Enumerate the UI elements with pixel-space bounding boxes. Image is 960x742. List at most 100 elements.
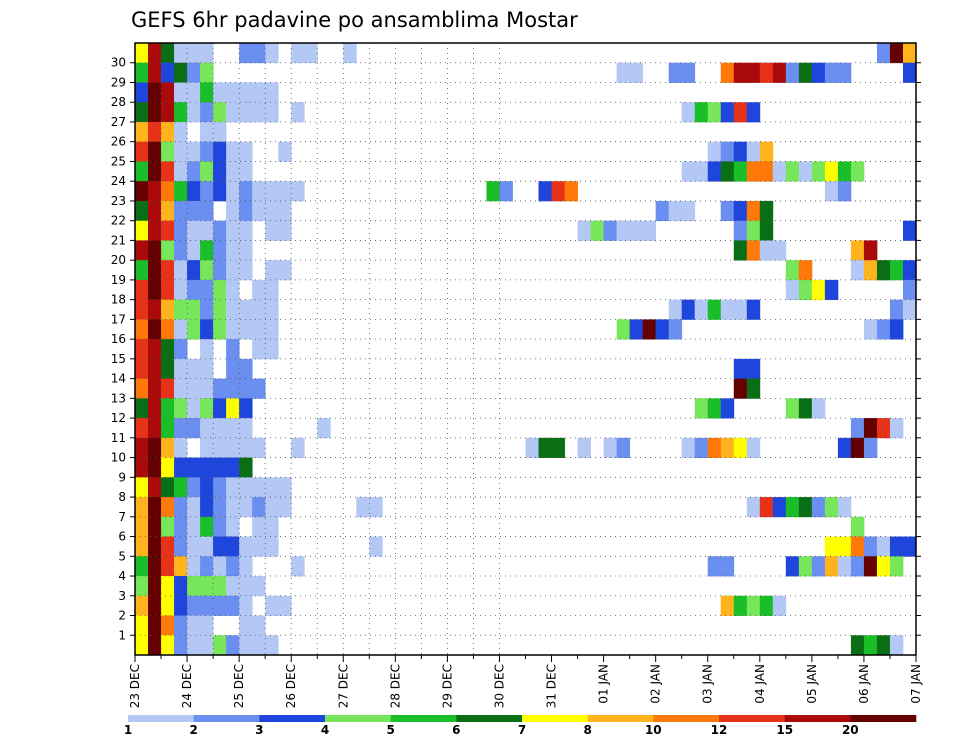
heatmap-cell [161, 102, 175, 123]
x-tick-label: 27 DEC [336, 664, 350, 708]
heatmap-cell [135, 437, 149, 458]
heatmap-cell [135, 220, 149, 241]
heatmap-cell [148, 181, 162, 202]
y-tick-label: 30 [111, 56, 126, 70]
heatmap-cell [161, 339, 175, 360]
heatmap-cell [707, 299, 722, 320]
heatmap-cell [226, 339, 240, 360]
heatmap-cell [291, 43, 305, 64]
heatmap-cell [278, 260, 292, 281]
heatmap-cell [265, 536, 279, 557]
x-tick-label: 31 DEC [545, 664, 559, 708]
heatmap-cell [655, 200, 670, 222]
heatmap-cell [135, 516, 149, 537]
heatmap-cell [785, 279, 800, 301]
y-axis: 1234567891011121314151617181920212223242… [111, 56, 921, 642]
heatmap-cell [239, 161, 253, 182]
heatmap-cell [239, 181, 253, 202]
heatmap-cell [499, 181, 513, 202]
heatmap-cell [148, 595, 162, 616]
heatmap-cell [226, 516, 240, 537]
heatmap-cell [278, 220, 292, 241]
heatmap-cell [187, 299, 201, 320]
heatmap-cell [174, 181, 188, 202]
heatmap-cell [551, 181, 565, 202]
heatmap-cell [655, 319, 670, 340]
heatmap-cell [863, 418, 878, 439]
heatmap-cell [252, 102, 266, 123]
heatmap-cell [603, 437, 618, 458]
heatmap-cell [746, 220, 761, 241]
heatmap-cell [278, 497, 292, 518]
heatmap-cell [161, 635, 175, 656]
heatmap-cell [291, 437, 305, 458]
heatmap-cell [694, 437, 709, 458]
heatmap-cell [161, 161, 175, 182]
heatmap-cell [174, 556, 188, 577]
heatmap-cell [200, 437, 214, 458]
heatmap-cell [161, 457, 175, 478]
heatmap-cell [759, 161, 774, 182]
heatmap-cell [876, 260, 891, 281]
heatmap-cell [200, 121, 214, 143]
heatmap-cell [213, 161, 227, 182]
heatmap-cell [226, 82, 240, 103]
heatmap-cell [187, 635, 201, 656]
heatmap-cell [226, 102, 240, 123]
colorbar-swatch [522, 715, 588, 722]
heatmap-cell [681, 161, 696, 182]
heatmap-cell [720, 595, 735, 616]
heatmap-cell [161, 62, 175, 83]
heatmap-cell [850, 161, 865, 182]
heatmap-cell [746, 595, 761, 616]
heatmap-cell [148, 62, 162, 83]
heatmap-cell [759, 200, 774, 222]
y-tick-label: 12 [111, 411, 126, 425]
heatmap-cell [226, 240, 240, 261]
heatmap-cell [863, 556, 878, 577]
heatmap-cell [161, 141, 175, 162]
heatmap-cell [148, 279, 162, 301]
heatmap-cell [213, 516, 227, 537]
heatmap-cell [148, 635, 162, 656]
heatmap-cell [187, 260, 201, 281]
heatmap-cell [135, 576, 149, 597]
y-tick-label: 24 [111, 174, 126, 188]
colorbar-label: 2 [190, 723, 198, 737]
heatmap-cell [577, 437, 591, 458]
heatmap-cell [889, 43, 904, 64]
heatmap-cell [174, 62, 188, 83]
heatmap-cell [642, 319, 657, 340]
heatmap-cell [889, 556, 904, 577]
heatmap-cell [733, 62, 748, 83]
heatmap-cell [707, 556, 722, 577]
heatmap-cell [174, 497, 188, 518]
heatmap-cell [564, 181, 578, 202]
x-tick-label: 29 DEC [440, 664, 454, 708]
colorbar-swatch [128, 715, 194, 722]
heatmap-cell [824, 181, 839, 202]
heatmap-cell [174, 536, 188, 557]
heatmap-cell [837, 62, 852, 83]
heatmap-cell [239, 378, 253, 399]
heatmap-cell [135, 121, 149, 143]
heatmap-cell [148, 516, 162, 537]
colorbar-swatch [719, 715, 785, 722]
heatmap-cell [200, 516, 214, 537]
heatmap-cell [694, 299, 709, 320]
heatmap-cell [863, 635, 878, 656]
heatmap-cell [239, 615, 253, 636]
heatmap-cell [902, 260, 917, 281]
heatmap-cell [148, 556, 162, 577]
heatmap-cell [850, 240, 865, 261]
heatmap-cell [889, 635, 904, 656]
heatmap-cell [148, 319, 162, 340]
heatmap-cell [889, 319, 904, 340]
heatmap-cell [135, 161, 149, 182]
heatmap-cell [148, 497, 162, 518]
heatmap-cell [746, 200, 761, 222]
heatmap-cell [525, 437, 539, 458]
heatmap-cell [317, 418, 331, 439]
heatmap-cell [863, 437, 878, 458]
heatmap-cell [850, 437, 865, 458]
